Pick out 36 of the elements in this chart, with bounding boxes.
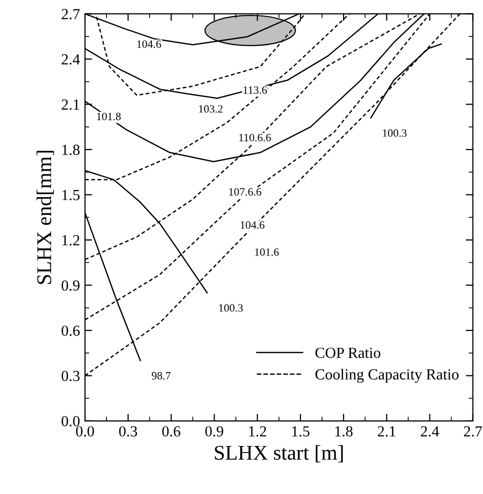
x-tick-label: 1.8 (335, 426, 353, 437)
annotation: 104.6 (240, 221, 264, 229)
annotation: 113.6 (244, 86, 267, 94)
x-tick-label: 0.6 (162, 426, 180, 437)
y-tick-label: 2.1 (62, 99, 80, 110)
annotation: 101.8 (97, 112, 121, 120)
annotation: 110.6.6 (239, 134, 271, 142)
annotation: 104.6 (137, 40, 162, 48)
y-tick-label: 1.2 (62, 235, 80, 246)
y-tick-label: 1.8 (62, 144, 80, 156)
y-tick-label: 2.4 (62, 54, 80, 65)
y-tick-label: 0.6 (62, 326, 80, 336)
annotation: 100.3 (219, 304, 243, 312)
y-tick-label: 1.5 (62, 190, 80, 200)
x-tick-label: 2.7 (464, 426, 482, 437)
annotation: 103.2 (199, 105, 222, 113)
y-tick-label: 0.9 (62, 280, 80, 291)
x-tick-label: 0.0 (76, 426, 94, 437)
x-axis-title: SLHX start [m] (214, 445, 343, 462)
legend-label: COP Ratio (315, 348, 380, 358)
x-tick-label: 0.9 (205, 426, 224, 437)
x-tick-label: 2.4 (420, 426, 440, 437)
x-tick-label: 2.1 (378, 426, 396, 437)
x-tick-label: 1.5 (292, 426, 310, 437)
annotation: 100.3 (382, 129, 407, 137)
x-tick-label: 1.2 (249, 426, 266, 437)
annotation: 107.6.6 (229, 188, 262, 196)
x-tick-label: 0.3 (119, 426, 138, 437)
legend-label: Cooling Capacity Ratio (315, 368, 459, 383)
y-tick-label: 2.7 (62, 9, 80, 20)
annotation: 98.7 (152, 372, 171, 380)
y-axis-title: SLHX end[mm] (36, 150, 54, 284)
annotation: 101.6 (255, 248, 279, 256)
line-series (370, 43, 442, 118)
y-tick-label: 0.3 (62, 370, 80, 382)
y-tick-label: 0.0 (62, 416, 80, 426)
